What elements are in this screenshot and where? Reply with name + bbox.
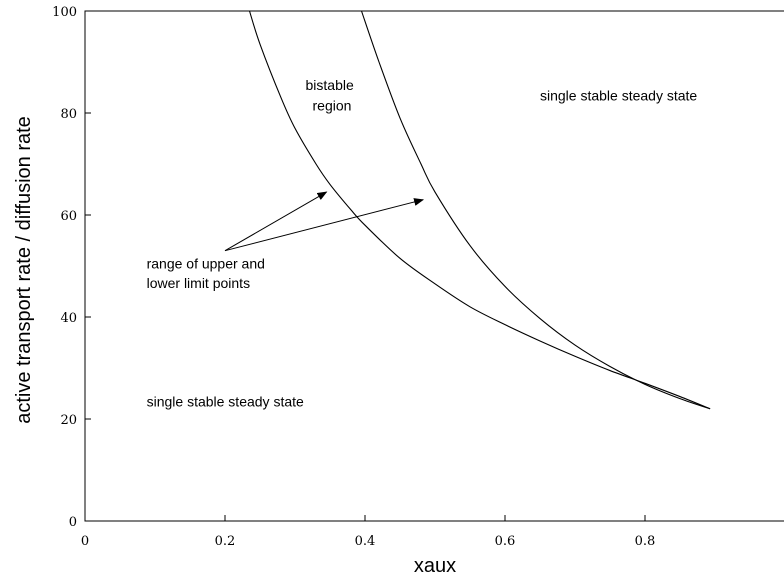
y-tick-label: 0 — [69, 515, 77, 530]
annotation-arrows — [224, 191, 425, 252]
plot-frame — [84, 10, 784, 522]
y-tick-label: 20 — [60, 413, 77, 428]
annotation-text: bistable — [306, 77, 354, 93]
limit-point-curve-2 — [360, 10, 711, 410]
annotation-text: single stable steady state — [540, 87, 697, 103]
y-tick-label: 40 — [60, 311, 77, 326]
limit-point-curve-1 — [248, 10, 711, 410]
x-axis: 0 0.2 0.4 0.6 0.8 — [81, 515, 655, 549]
annotations: bistable region single stable steady state… — [147, 77, 698, 409]
x-tick-label: 0.8 — [635, 534, 656, 549]
y-tick-label: 60 — [60, 209, 77, 224]
y-axis: 0 20 40 60 80 100 — [52, 5, 91, 530]
curves — [248, 10, 711, 410]
annotation-text: region — [313, 97, 352, 113]
annotation-text: single stable steady state — [147, 393, 304, 409]
annotation-text: lower limit points — [147, 275, 250, 291]
x-axis-label: xaux — [414, 555, 456, 577]
y-tick-label: 100 — [52, 5, 77, 20]
x-tick-label: 0.6 — [495, 534, 516, 549]
annotation-arrow-1 — [224, 191, 328, 252]
y-axis-label: active transport rate / diffusion rate — [13, 116, 35, 424]
x-tick-label: 0.2 — [215, 534, 236, 549]
x-tick-label: 0 — [81, 534, 89, 549]
annotation-arrow-2 — [224, 198, 425, 252]
x-tick-label: 0.4 — [355, 534, 376, 549]
annotation-text: range of upper and — [147, 256, 265, 272]
y-tick-label: 80 — [60, 107, 77, 122]
